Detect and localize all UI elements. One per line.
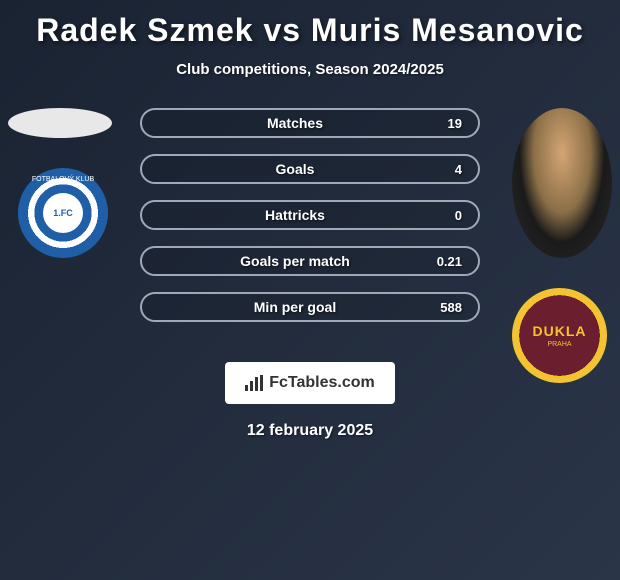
stat-value: 19	[432, 116, 462, 131]
fctables-logo: FcTables.com	[225, 362, 395, 404]
stat-value: 0.21	[432, 254, 462, 269]
stat-label: Min per goal	[158, 299, 432, 315]
club-right-sub: PRAHA	[547, 341, 571, 348]
stat-row: Matches 19	[140, 108, 480, 138]
club-badge-left: FOTBALOVÝ KLUB 1.FC	[18, 168, 108, 258]
stat-row: Min per goal 588	[140, 292, 480, 322]
stat-label: Goals per match	[158, 253, 432, 269]
stat-label: Hattricks	[158, 207, 432, 223]
stat-row: Goals per match 0.21	[140, 246, 480, 276]
club-badge-right: DUKLA PRAHA	[512, 288, 607, 383]
player-right-photo	[512, 108, 612, 258]
player-right-column: DUKLA PRAHA	[512, 108, 612, 383]
player-left-photo	[8, 108, 112, 138]
club-left-inner: 1.FC	[43, 193, 83, 233]
logo-text: FcTables.com	[269, 374, 375, 392]
chart-icon	[245, 375, 265, 391]
page-title: Radek Szmek vs Muris Mesanovic	[0, 0, 620, 49]
stat-row: Goals 4	[140, 154, 480, 184]
subtitle: Club competitions, Season 2024/2025	[0, 61, 620, 78]
stat-row: Hattricks 0	[140, 200, 480, 230]
stat-label: Matches	[158, 115, 432, 131]
player-left-column: FOTBALOVÝ KLUB 1.FC	[8, 108, 112, 258]
content-area: FOTBALOVÝ KLUB 1.FC DUKLA PRAHA Matches …	[0, 108, 620, 440]
club-right-name: DUKLA	[533, 323, 587, 339]
date-text: 12 february 2025	[0, 422, 620, 440]
stat-value: 4	[432, 162, 462, 177]
stat-value: 588	[432, 300, 462, 315]
stat-value: 0	[432, 208, 462, 223]
stat-label: Goals	[158, 161, 432, 177]
club-left-name-top: FOTBALOVÝ KLUB	[18, 176, 108, 183]
stats-container: Matches 19 Goals 4 Hattricks 0 Goals per…	[140, 108, 480, 322]
